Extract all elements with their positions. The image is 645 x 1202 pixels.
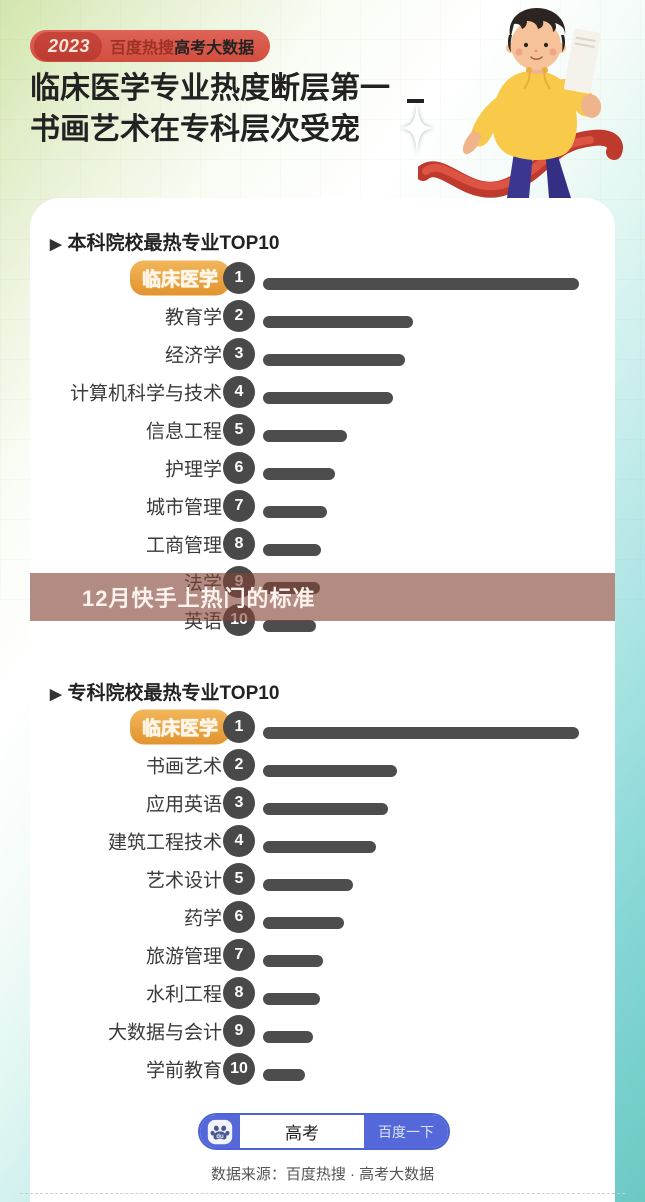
svg-text:du: du <box>216 1132 224 1139</box>
